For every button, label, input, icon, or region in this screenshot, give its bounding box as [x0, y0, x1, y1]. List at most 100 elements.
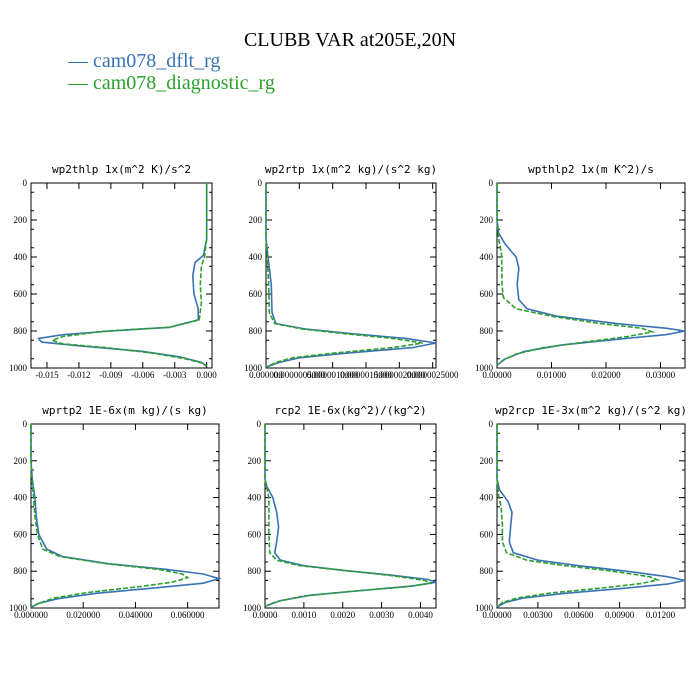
series-line-diagnostic: [265, 183, 423, 368]
series-line-diagnostic: [49, 183, 208, 367]
x-tick-label: -0.012: [67, 370, 90, 380]
y-tick-label: 0: [489, 419, 494, 429]
x-tick-label: 0.00300: [523, 610, 553, 620]
y-tick-label: 0: [257, 419, 262, 429]
series-line-dflt: [496, 424, 686, 608]
x-tick-label: 0.0000005000: [273, 370, 325, 380]
x-tick-label: 0.0030: [369, 610, 394, 620]
series-line-dflt: [496, 183, 686, 366]
y-tick-label: 1000: [475, 603, 494, 613]
x-tick-label: 0.00000: [482, 610, 512, 620]
x-tick-label: -0.015: [35, 370, 59, 380]
y-tick-label: 600: [248, 529, 262, 539]
y-tick-label: 1000: [244, 363, 263, 373]
y-tick-label: 600: [249, 289, 263, 299]
x-tick-label: 0.0000015000: [340, 370, 392, 380]
y-tick-label: 200: [249, 215, 263, 225]
figure-title: CLUBB VAR at205E,20N: [243, 29, 457, 51]
x-tick-label: 0.0000010000: [307, 370, 359, 380]
y-tick-label: 400: [14, 252, 28, 262]
panel-5: wp2rcp 1E-3x(m^2 kg)/(s^2 kg)0 200 400 600 8…: [475, 404, 687, 620]
legend-line-diagnostic: —: [68, 72, 93, 94]
x-tick-label: 0.00600: [564, 610, 594, 620]
legend-label-diagnostic: cam078_diagnostic_rg: [93, 72, 275, 94]
y-tick-label: 0: [258, 178, 263, 188]
x-tick-label: 0.0020: [330, 610, 355, 620]
panel-3: wprtp2 1E-6x(m kg)/(s kg) 0 200 400 600 800 10…: [9, 404, 222, 620]
panel-title: wp2rcp 1E-3x(m^2 kg)/(s^2 kg): [495, 404, 687, 417]
series-line-diagnostic: [496, 183, 656, 366]
y-tick-label: 1000: [9, 363, 28, 373]
plot-frame: [30, 423, 220, 609]
x-tick-label: 0.000: [197, 370, 218, 380]
series-line-diagnostic: [30, 424, 190, 608]
y-tick-label: 800: [480, 326, 494, 336]
y-tick-label: 400: [480, 493, 494, 503]
x-tick-label: 0.0010: [291, 610, 316, 620]
plot-frame: [264, 423, 437, 609]
panel-title: wp2rtp 1x(m^2 kg)/(s^2 kg): [265, 163, 437, 176]
x-tick-label: 0.01200: [646, 610, 676, 620]
x-tick-label: -0.006: [131, 370, 155, 380]
x-tick-label: 0.020000: [66, 610, 100, 620]
panel-title: wprtp2 1E-6x(m kg)/(s kg): [42, 404, 208, 417]
y-tick-label: 800: [248, 566, 262, 576]
y-tick-label: 1000: [475, 363, 494, 373]
series-line-diagnostic: [264, 424, 433, 607]
y-tick-label: 800: [480, 566, 494, 576]
x-tick-label: 0.03000: [646, 370, 676, 380]
x-tick-label: -0.003: [163, 370, 187, 380]
series-line-dflt: [265, 183, 437, 368]
y-tick-label: 800: [249, 326, 263, 336]
y-tick-label: 0: [23, 419, 28, 429]
y-tick-label: 400: [248, 493, 262, 503]
panel-title: rcp2 1E-6x(kg^2)/(kg^2): [274, 404, 426, 417]
y-tick-label: 200: [248, 456, 262, 466]
panel-0: wp2thlp 1x(m^2 K)/s^2 0 200 400 600 800 1000 -0…: [9, 163, 217, 380]
y-tick-label: 1000: [9, 603, 28, 613]
y-tick-label: 400: [14, 493, 28, 503]
x-tick-label: -0.009: [99, 370, 123, 380]
panel-title: wpthlp2 1x(m K^2)/s: [528, 163, 654, 176]
y-tick-label: 0: [23, 178, 28, 188]
plot-frame: [30, 182, 213, 369]
panel-1: wp2rtp 1x(m^2 kg)/(s^2 kg)0 200 400 600 800 1…: [244, 163, 459, 380]
y-tick-label: 400: [480, 252, 494, 262]
legend-entry-dflt: — cam078_dflt_rg: [68, 50, 220, 73]
legend-entry-diagnostic: — cam078_diagnostic_rg: [68, 72, 275, 95]
plot-frame: [496, 182, 686, 369]
y-tick-label: 600: [480, 289, 494, 299]
x-tick-label: 0.0000025000: [407, 370, 459, 380]
y-tick-label: 800: [14, 566, 28, 576]
legend-label-dflt: cam078_dflt_rg: [93, 50, 221, 72]
x-tick-label: 0.0000: [253, 610, 278, 620]
y-tick-label: 200: [14, 215, 28, 225]
y-tick-label: 600: [480, 529, 494, 539]
plot-frame: [496, 423, 686, 609]
y-tick-label: 800: [14, 326, 28, 336]
x-tick-label: 0.040000: [119, 610, 153, 620]
x-tick-label: 0.000000: [14, 610, 48, 620]
x-tick-label: 0.00000: [482, 370, 512, 380]
x-tick-label: 0.0040: [408, 610, 433, 620]
series-line-dflt: [30, 424, 222, 608]
y-tick-label: 200: [480, 456, 494, 466]
y-tick-label: 400: [249, 252, 263, 262]
series-line-diagnostic: [496, 424, 661, 608]
y-tick-label: 0: [489, 178, 494, 188]
x-tick-label: 0.0000020000: [373, 370, 425, 380]
series-line-dflt: [36, 183, 208, 367]
x-tick-label: 0.02000: [591, 370, 621, 380]
y-tick-label: 200: [14, 456, 28, 466]
x-tick-label: 0.00900: [605, 610, 635, 620]
x-tick-label: 0.060000: [171, 610, 205, 620]
y-tick-label: 600: [14, 289, 28, 299]
y-tick-label: 200: [480, 215, 494, 225]
legend-line-dflt: —: [68, 50, 93, 72]
y-tick-label: 1000: [243, 603, 262, 613]
panel-2: wpthlp2 1x(m K^2)/s 0 200 400 600 800 10000.00…: [475, 163, 686, 380]
x-tick-label: 0.01000: [537, 370, 567, 380]
y-tick-label: 600: [14, 529, 28, 539]
panel-4: rcp2 1E-6x(kg^2)/(kg^2) 0 200 400 600 800 1000…: [243, 404, 437, 620]
